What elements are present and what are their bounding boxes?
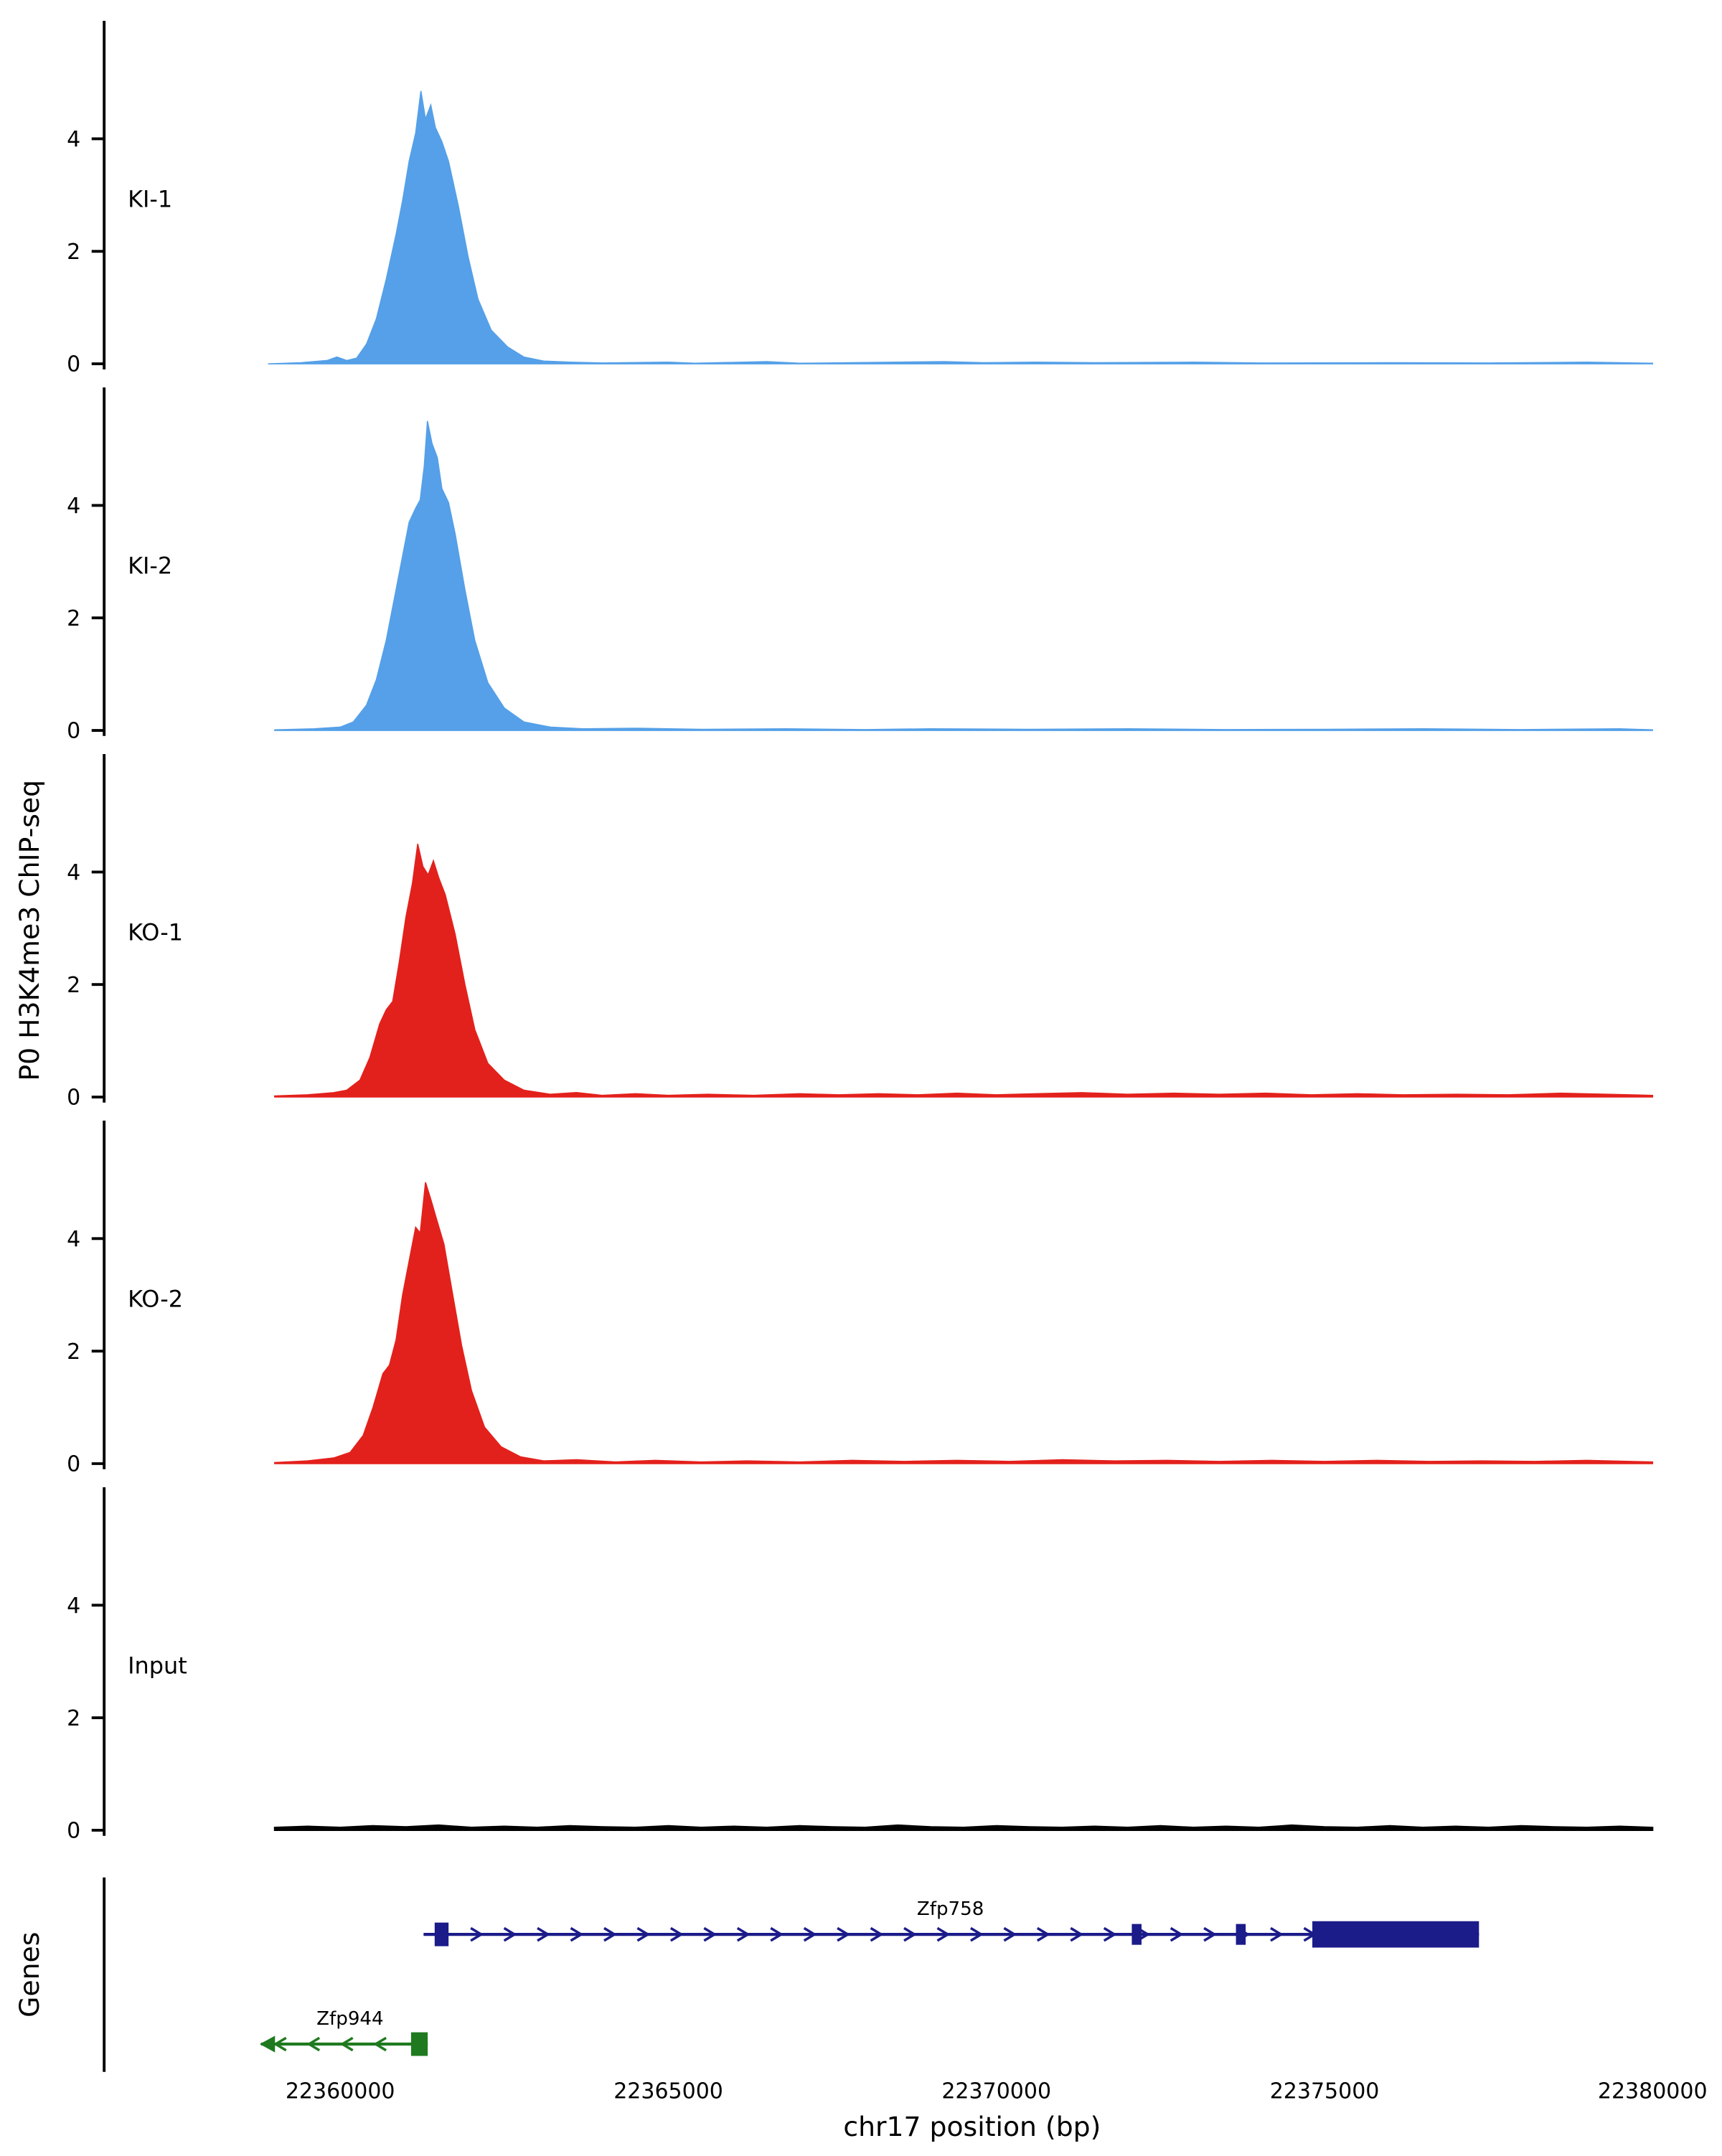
track-area-input bbox=[273, 1824, 1654, 1832]
gene-strand-chevron-zfp758 bbox=[470, 1926, 484, 1942]
y-tick-label-input-2: 2 bbox=[67, 1706, 80, 1731]
y-tick-label-ko-2-4: 4 bbox=[67, 1227, 80, 1252]
gene-strand-chevron-zfp944 bbox=[306, 2036, 321, 2052]
track-area-ki-2 bbox=[274, 420, 1654, 731]
gene-strand-chevron-zfp758 bbox=[1170, 1926, 1184, 1942]
track-label-ko-1: KO-1 bbox=[128, 918, 183, 946]
gene-strand-chevron-zfp758 bbox=[736, 1926, 751, 1942]
track-label-ko-2: KO-2 bbox=[128, 1285, 183, 1312]
gene-strand-chevron-zfp758 bbox=[603, 1926, 617, 1942]
plot-layer: 0 2 4 KI-1 0 2 4 KI-2 0 2 4 KO-1 0 2 4 KO-2 0 2 4 Input 2236… bbox=[67, 21, 1708, 2104]
y-tick-label-ki-2-0: 0 bbox=[67, 719, 80, 744]
gene-label-zfp944: Zfp944 bbox=[316, 2008, 383, 2030]
gene-strand-chevron-zfp758 bbox=[703, 1926, 718, 1942]
y-tick-label-ko-2-2: 2 bbox=[67, 1340, 80, 1365]
y-tick-label-ki-1-0: 0 bbox=[67, 352, 80, 377]
gene-terminal-arrow-zfp944 bbox=[259, 2035, 276, 2053]
x-axis-title: chr17 position (bp) bbox=[843, 2111, 1101, 2142]
gene-exon-zfp758-3 bbox=[1312, 1921, 1479, 1948]
gene-exon-zfp758-2 bbox=[1236, 1924, 1246, 1945]
gene-strand-chevron-zfp758 bbox=[903, 1926, 917, 1942]
y-tick-label-ki-2-4: 4 bbox=[67, 494, 80, 519]
track-label-ki-2: KI-2 bbox=[128, 552, 172, 579]
y-tick-label-input-0: 0 bbox=[67, 1819, 80, 1844]
track-area-ko-2 bbox=[274, 1182, 1654, 1464]
gene-strand-chevron-zfp758 bbox=[537, 1926, 550, 1942]
x-tick-label-22365000: 22365000 bbox=[613, 2079, 723, 2104]
gene-exon-zfp758-1 bbox=[1131, 1924, 1142, 1945]
gene-strand-chevron-zfp758 bbox=[770, 1926, 784, 1942]
gene-strand-chevron-zfp758 bbox=[570, 1926, 584, 1942]
gene-strand-chevron-zfp758 bbox=[503, 1926, 517, 1942]
gene-label-zfp758: Zfp758 bbox=[917, 1898, 984, 1920]
y-tick-label-input-4: 4 bbox=[67, 1594, 80, 1619]
gene-strand-chevron-zfp758 bbox=[1203, 1926, 1217, 1942]
track-label-ki-1: KI-1 bbox=[128, 185, 172, 212]
gene-exon-zfp758-0 bbox=[434, 1922, 449, 1946]
gene-strand-chevron-zfp758 bbox=[1036, 1926, 1050, 1942]
gene-strand-chevron-zfp758 bbox=[1070, 1926, 1084, 1942]
x-tick-label-22380000: 22380000 bbox=[1598, 2079, 1708, 2104]
gene-strand-chevron-zfp758 bbox=[970, 1926, 984, 1942]
y-tick-label-ki-2-2: 2 bbox=[67, 606, 80, 631]
track-area-ko-1 bbox=[274, 844, 1654, 1098]
y-tick-label-ki-1-2: 2 bbox=[67, 240, 80, 265]
gene-strand-chevron-zfp758 bbox=[1003, 1926, 1017, 1942]
x-tick-label-22375000: 22375000 bbox=[1270, 2079, 1380, 2104]
y-tick-label-ko-1-2: 2 bbox=[67, 973, 80, 998]
y-axis-title: P0 H3K4me3 ChIP-seq bbox=[14, 780, 45, 1081]
gene-strand-chevron-zfp758 bbox=[1103, 1926, 1117, 1942]
gene-strand-chevron-zfp944 bbox=[339, 2036, 354, 2052]
y-tick-label-ko-1-0: 0 bbox=[67, 1086, 80, 1111]
gene-strand-chevron-zfp944 bbox=[273, 2036, 287, 2052]
genes-axis-title: Genes bbox=[14, 1932, 45, 2018]
gene-strand-chevron-zfp758 bbox=[636, 1926, 651, 1942]
gene-strand-chevron-zfp758 bbox=[803, 1926, 817, 1942]
y-tick-label-ko-2-0: 0 bbox=[67, 1452, 80, 1477]
track-label-input: Input bbox=[128, 1652, 187, 1679]
track-area-ki-1 bbox=[268, 90, 1654, 364]
y-tick-label-ko-1-4: 4 bbox=[67, 860, 80, 885]
gene-strand-chevron-zfp944 bbox=[373, 2036, 387, 2052]
x-tick-label-22370000: 22370000 bbox=[941, 2079, 1051, 2104]
y-tick-label-ki-1-4: 4 bbox=[67, 127, 80, 152]
gene-strand-chevron-zfp758 bbox=[837, 1926, 851, 1942]
gene-strand-chevron-zfp758 bbox=[936, 1926, 951, 1942]
gene-strand-chevron-zfp758 bbox=[1270, 1926, 1284, 1942]
gene-strand-chevron-zfp758 bbox=[870, 1926, 884, 1942]
gene-exon-zfp944-0 bbox=[410, 2032, 428, 2056]
gene-strand-chevron-zfp758 bbox=[669, 1926, 684, 1942]
x-tick-label-22360000: 22360000 bbox=[286, 2079, 395, 2104]
